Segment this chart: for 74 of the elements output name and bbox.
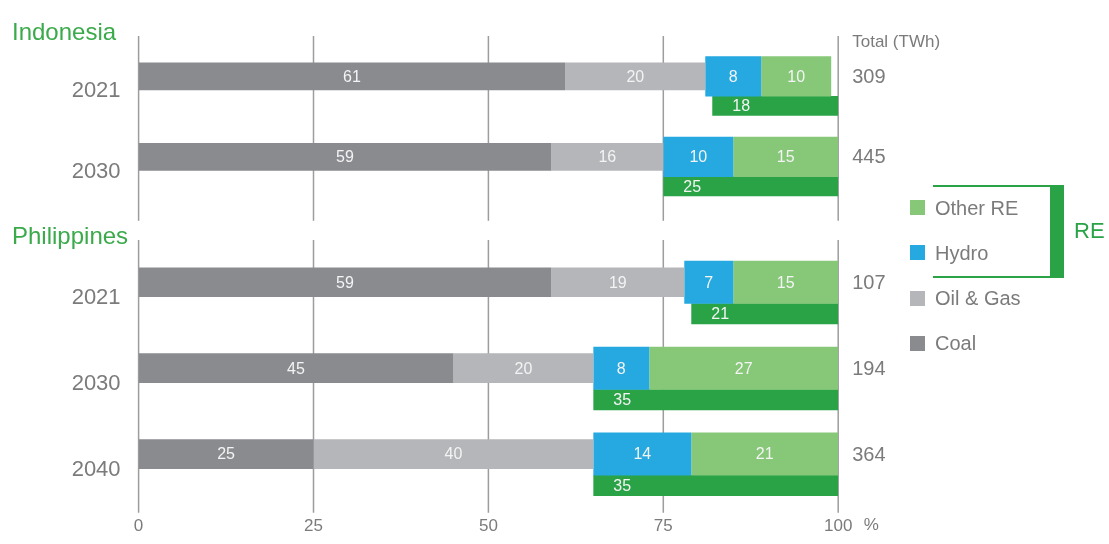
data-label: 27 (734, 359, 753, 377)
data-label: 8 (728, 67, 738, 85)
legend-label: Hydro (935, 240, 989, 265)
data-label: 20 (626, 67, 645, 85)
data-label: 7 (704, 273, 714, 291)
bar (453, 353, 594, 383)
bar (593, 346, 650, 390)
data-label: 18 (732, 97, 751, 115)
data-label: 8 (616, 359, 626, 377)
data-label: 40 (444, 445, 463, 463)
data-label: 61 (343, 67, 361, 85)
bar (551, 267, 685, 298)
bar (551, 143, 664, 171)
x-tick-label: 75 (653, 515, 673, 535)
legend-label: Other RE (935, 195, 1019, 220)
bar (691, 303, 839, 325)
bar (138, 267, 552, 298)
bar (565, 62, 706, 91)
x-tick-label: 50 (478, 515, 498, 535)
data-label: 10 (787, 67, 806, 85)
data-label: 25 (217, 445, 236, 463)
y-tick-label: 2040 (71, 455, 121, 481)
data-label: 25 (683, 177, 702, 195)
data-label: 16 (598, 148, 617, 166)
chart-title: Philippines (12, 222, 129, 249)
bar (138, 62, 566, 91)
legend-label: Coal (935, 331, 977, 356)
text: 445 (852, 145, 886, 168)
bar (663, 176, 839, 197)
bar (733, 136, 839, 177)
bar (313, 439, 594, 469)
data-label: 45 (287, 359, 306, 377)
data-label: 35 (613, 391, 632, 409)
data-label: 20 (514, 359, 533, 377)
y-tick-label: 2030 (71, 369, 121, 395)
bar (593, 475, 839, 497)
y-tick-label: 2021 (71, 77, 121, 103)
bar (593, 389, 839, 411)
bar (761, 56, 832, 97)
legend-label: Oil & Gas (935, 286, 1021, 311)
data-label: 35 (613, 476, 632, 494)
data-label: 10 (689, 148, 708, 166)
text: 107 (852, 270, 886, 293)
y-tick-label: 2030 (71, 157, 121, 183)
y-tick-label: 2021 (71, 284, 121, 310)
data-label: 21 (711, 305, 730, 323)
chart-title: Indonesia (12, 18, 117, 45)
x-axis-title: % (863, 515, 879, 535)
x-tick-label: 0 (133, 515, 144, 535)
data-label: 59 (336, 273, 354, 291)
bar (705, 56, 762, 97)
text: RE (1074, 218, 1105, 245)
data-label: 21 (755, 445, 774, 463)
bar (712, 96, 839, 116)
bar (593, 432, 692, 476)
x-tick-label: 25 (304, 515, 323, 535)
bar (684, 260, 734, 304)
data-label: 15 (776, 273, 795, 291)
bar (138, 353, 454, 383)
bar (691, 432, 839, 476)
bar (138, 439, 314, 469)
x-tick-label: 100 (824, 515, 853, 535)
text: 364 (852, 442, 886, 465)
data-label: 19 (608, 273, 627, 291)
data-label: 14 (633, 445, 652, 463)
data-label: 15 (776, 148, 795, 166)
text: Total (TWh) (852, 31, 941, 51)
text: 194 (852, 356, 886, 379)
data-label: 59 (336, 148, 354, 166)
bar (649, 346, 839, 390)
bar (138, 143, 552, 171)
bar (663, 136, 734, 177)
text: 309 (852, 64, 886, 87)
bar (733, 260, 839, 304)
